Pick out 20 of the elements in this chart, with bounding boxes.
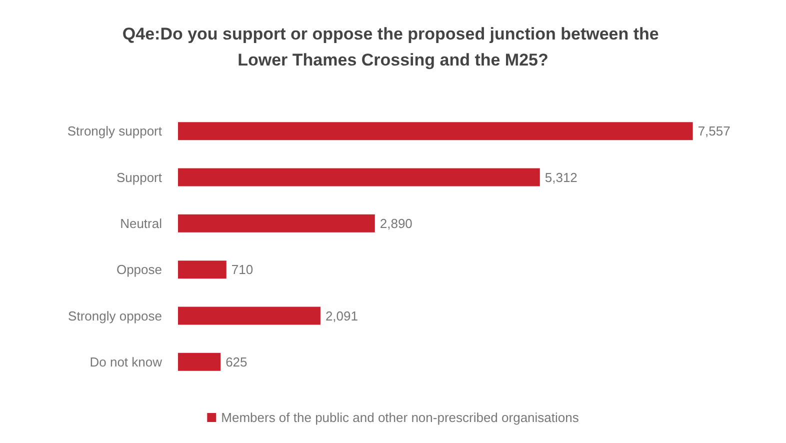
bar — [178, 214, 375, 232]
y-tick-label: Strongly oppose — [68, 308, 162, 324]
data-label: 5,312 — [544, 170, 578, 185]
data-label: 625 — [226, 354, 248, 370]
y-tick-label: Neutral — [120, 216, 162, 231]
bar — [178, 306, 320, 325]
bar — [178, 352, 221, 371]
legend-label: Members of the public and other non-prescribed organisations — [221, 410, 580, 425]
bar — [178, 168, 540, 186]
bar — [178, 122, 693, 140]
y-tick-label: Oppose — [116, 262, 162, 278]
y-tick-label: Support — [116, 170, 162, 185]
data-label: 2,091 — [325, 308, 358, 324]
chart-title: Q4e:Do you support or oppose the proposed junction between the Lower Thames Crossing and the M25? — [122, 24, 664, 70]
data-label: 7,557 — [698, 124, 730, 139]
bar — [178, 260, 226, 279]
data-label: 2,890 — [380, 216, 412, 231]
y-tick-label: Do not know — [90, 354, 163, 370]
y-tick-label: Strongly support — [67, 124, 162, 139]
data-label: 710 — [231, 262, 254, 278]
